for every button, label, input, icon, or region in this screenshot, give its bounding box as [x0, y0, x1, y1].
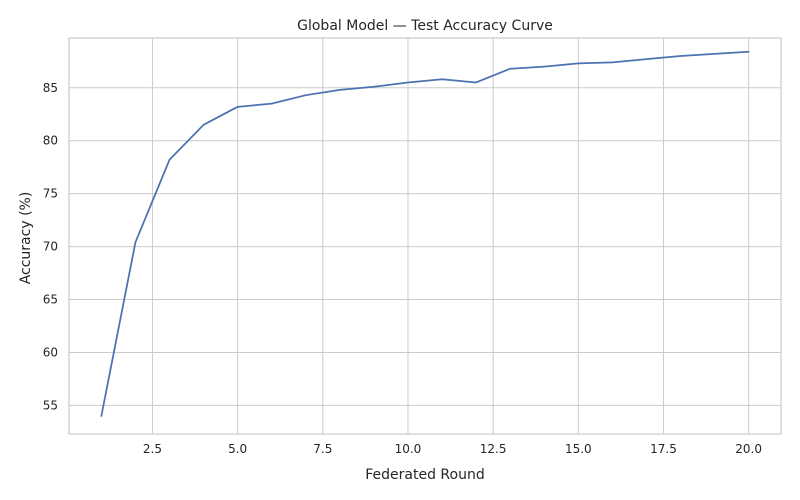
- y-tick-labels: 55 60 65 70 75 80 85: [43, 81, 58, 413]
- y-tick-label: 80: [43, 134, 58, 148]
- x-tick-label: 7.5: [313, 442, 332, 456]
- y-tick-label: 75: [43, 187, 58, 201]
- x-tick-label: 17.5: [650, 442, 677, 456]
- x-tick-labels: 2.5 5.0 7.5 10.0 12.5 15.0 17.5 20.0: [143, 442, 762, 456]
- x-tick-label: 12.5: [480, 442, 507, 456]
- x-tick-label: 20.0: [735, 442, 762, 456]
- grid-lines: [69, 38, 781, 434]
- x-axis-label: Federated Round: [365, 467, 484, 483]
- chart-title: Global Model — Test Accuracy Curve: [297, 18, 553, 34]
- y-tick-label: 55: [43, 398, 58, 412]
- y-tick-label: 85: [43, 81, 58, 95]
- x-tick-label: 2.5: [143, 442, 162, 456]
- y-tick-label: 60: [43, 345, 58, 359]
- x-tick-label: 5.0: [228, 442, 247, 456]
- plot-frame: [68, 37, 782, 435]
- y-tick-label: 70: [43, 240, 58, 254]
- y-tick-label: 65: [43, 293, 58, 307]
- x-tick-label: 15.0: [565, 442, 592, 456]
- x-tick-label: 10.0: [395, 442, 422, 456]
- accuracy-line: [100, 50, 750, 417]
- y-axis-label: Accuracy (%): [18, 192, 34, 285]
- series-layer: [100, 50, 750, 417]
